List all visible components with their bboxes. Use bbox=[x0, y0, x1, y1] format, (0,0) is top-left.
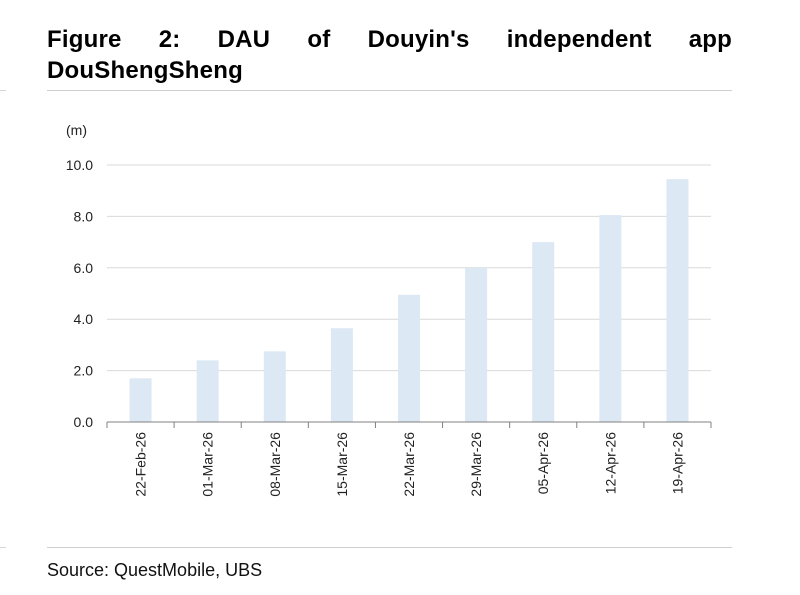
x-axis bbox=[106, 421, 712, 428]
x-tick-label: 22-Feb-26 bbox=[133, 432, 149, 497]
bar bbox=[398, 294, 420, 422]
y-tick-label: 4.0 bbox=[74, 311, 94, 327]
source-note: Source: QuestMobile, UBS bbox=[47, 560, 263, 580]
x-tick-label: 01-Mar-26 bbox=[200, 432, 216, 497]
y-axis-unit-label: (m) bbox=[66, 122, 87, 138]
x-tick-label: 12-Apr-26 bbox=[602, 432, 618, 494]
bar bbox=[129, 378, 152, 422]
bar bbox=[465, 267, 488, 422]
bar bbox=[196, 360, 219, 422]
bar bbox=[532, 242, 555, 422]
x-tick-label: 29-Mar-26 bbox=[468, 432, 484, 497]
top-divider bbox=[47, 90, 732, 91]
bars bbox=[129, 179, 689, 422]
x-tick-labels: 22-Feb-26 01-Mar-26 08-Mar-26 15-Mar-26 22-M… bbox=[133, 432, 686, 497]
x-tick-label: 08-Mar-26 bbox=[267, 432, 283, 497]
edge-mark bbox=[0, 90, 6, 91]
x-tick-label: 22-Mar-26 bbox=[401, 432, 417, 497]
edge-mark bbox=[0, 547, 6, 548]
y-tick-labels: 0.0 2.0 4.0 6.0 8.0 10.0 bbox=[66, 157, 93, 430]
x-tick-label: 15-Mar-26 bbox=[334, 432, 350, 497]
y-tick-label: 2.0 bbox=[74, 363, 94, 379]
y-tick-label: 6.0 bbox=[74, 260, 94, 276]
bottom-divider bbox=[47, 547, 732, 548]
y-tick-label: 10.0 bbox=[66, 157, 93, 173]
figure-title: Figure 2: DAU of Douyin's independent ap… bbox=[47, 26, 732, 84]
x-tick-label: 05-Apr-26 bbox=[535, 432, 551, 494]
x-tick-label: 19-Apr-26 bbox=[669, 432, 685, 494]
bar bbox=[330, 328, 353, 422]
y-tick-label: 8.0 bbox=[74, 208, 94, 224]
y-tick-label: 0.0 bbox=[74, 414, 94, 430]
bar-chart: 0.0 2.0 4.0 6.0 8.0 10.0 22-Feb-26 01-Mar-26 08… bbox=[66, 122, 712, 497]
bar bbox=[599, 215, 622, 422]
bar bbox=[263, 351, 286, 422]
bar bbox=[666, 179, 689, 422]
